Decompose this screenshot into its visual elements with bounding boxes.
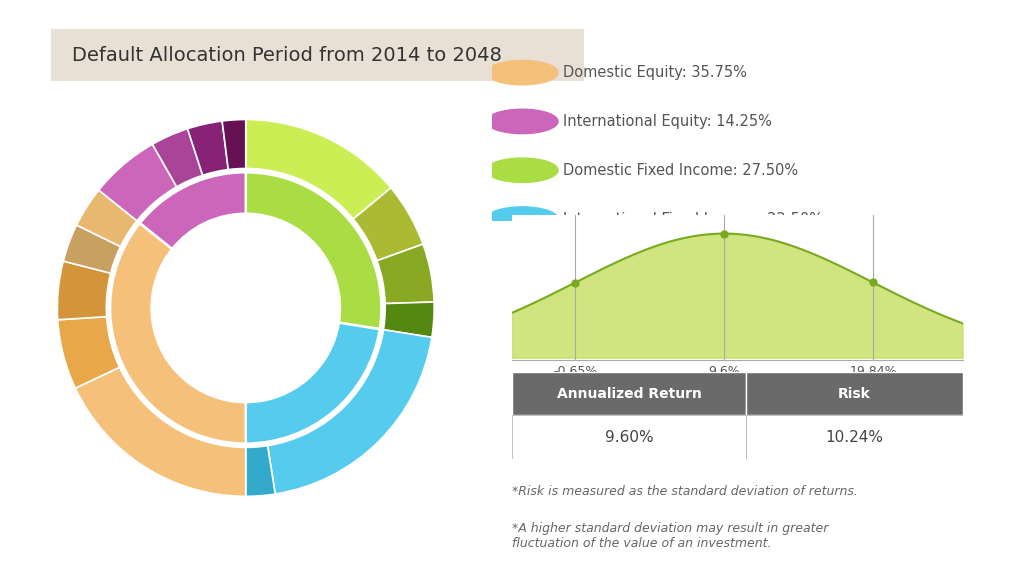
- Circle shape: [486, 158, 558, 182]
- Wedge shape: [187, 121, 228, 175]
- Bar: [512, 415, 746, 459]
- Bar: [512, 372, 746, 415]
- Text: Default Allocation Period from 2014 to 2048: Default Allocation Period from 2014 to 2…: [73, 46, 503, 64]
- Text: International Fixed Income: 22.50%: International Fixed Income: 22.50%: [563, 211, 823, 227]
- Circle shape: [486, 109, 558, 134]
- Wedge shape: [111, 223, 246, 443]
- Wedge shape: [98, 144, 177, 221]
- Bar: [746, 372, 963, 415]
- Circle shape: [486, 207, 558, 231]
- Text: 9.60%: 9.60%: [605, 430, 653, 444]
- Wedge shape: [246, 173, 381, 329]
- Wedge shape: [63, 225, 121, 273]
- Text: Risk: Risk: [838, 386, 870, 401]
- Circle shape: [486, 60, 558, 85]
- Text: *A higher standard deviation may result in greater
fluctuation of the value of a: *A higher standard deviation may result …: [512, 522, 828, 550]
- Wedge shape: [153, 129, 203, 187]
- Wedge shape: [353, 188, 423, 261]
- Text: Domestic Fixed Income: 27.50%: Domestic Fixed Income: 27.50%: [563, 163, 799, 178]
- Wedge shape: [267, 330, 432, 494]
- Wedge shape: [377, 244, 434, 303]
- Text: Annualized Return: Annualized Return: [557, 386, 701, 401]
- Text: International Equity: 14.25%: International Equity: 14.25%: [563, 114, 772, 129]
- Wedge shape: [246, 322, 380, 443]
- Wedge shape: [57, 317, 120, 388]
- Wedge shape: [57, 261, 111, 320]
- Wedge shape: [246, 446, 275, 496]
- FancyBboxPatch shape: [25, 27, 610, 84]
- Wedge shape: [246, 120, 391, 219]
- Bar: [746, 415, 963, 459]
- Text: 10.24%: 10.24%: [825, 430, 884, 444]
- Text: Domestic Equity: 35.75%: Domestic Equity: 35.75%: [563, 65, 748, 80]
- Wedge shape: [140, 173, 246, 249]
- Text: *Risk is measured as the standard deviation of returns.: *Risk is measured as the standard deviat…: [512, 485, 858, 498]
- Wedge shape: [383, 302, 434, 338]
- Wedge shape: [222, 120, 246, 170]
- Wedge shape: [77, 190, 137, 246]
- Wedge shape: [76, 367, 246, 496]
